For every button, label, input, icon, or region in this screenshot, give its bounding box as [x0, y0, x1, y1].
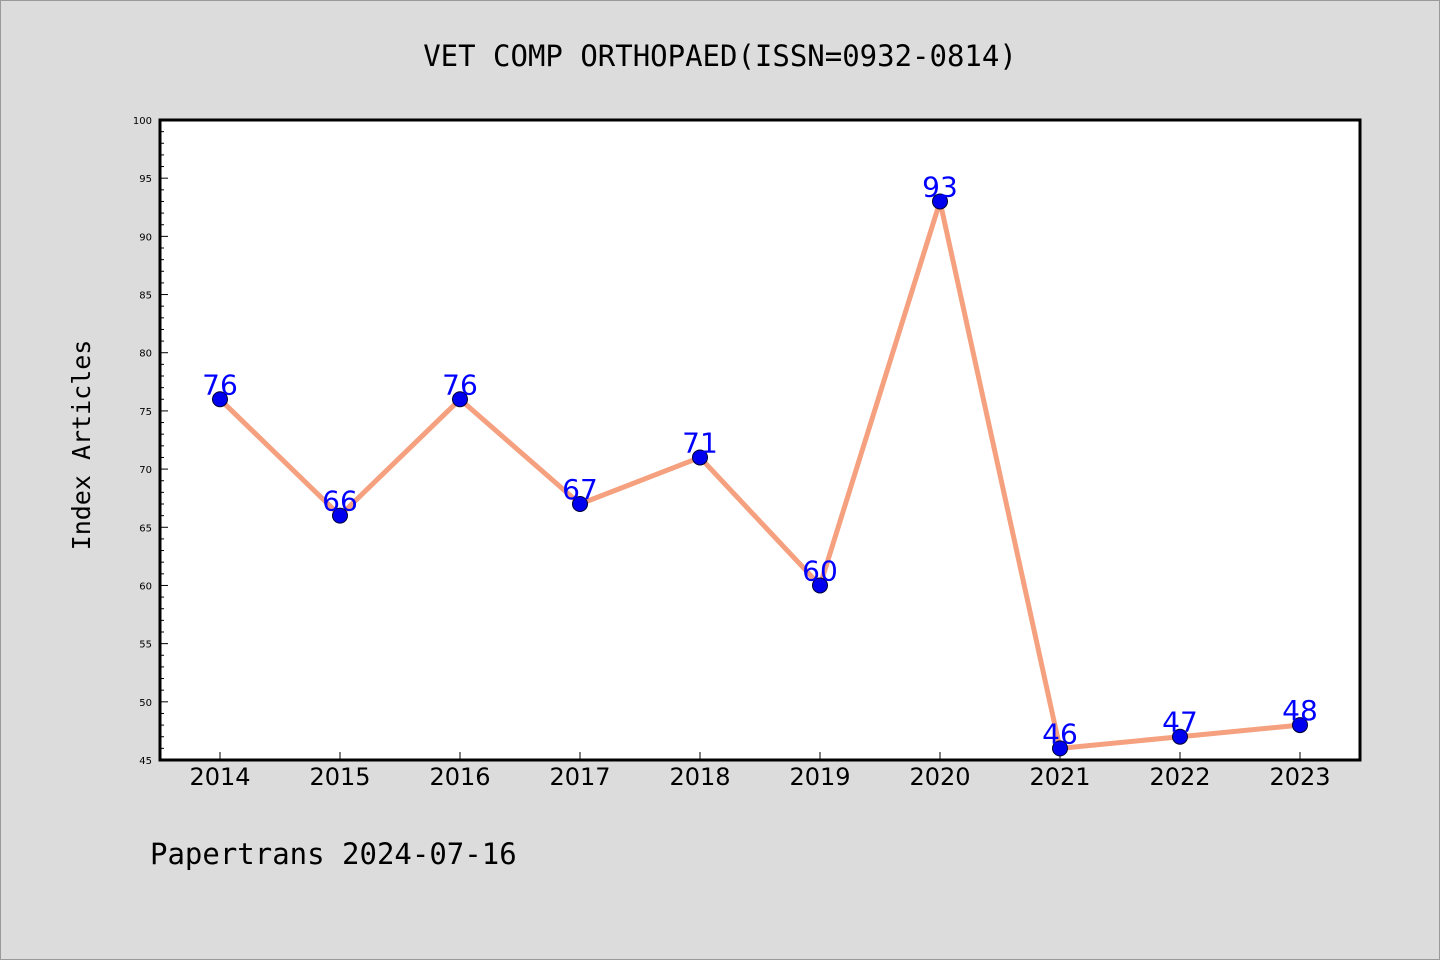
- y-tick-label: 65: [139, 523, 152, 534]
- x-tick-label: 2022: [1149, 763, 1210, 791]
- x-tick-label: 2017: [549, 763, 610, 791]
- y-tick-label: 85: [139, 291, 152, 302]
- series-markers: [212, 193, 1308, 757]
- data-label: 76: [442, 368, 478, 401]
- y-axis-label: Index Articles: [67, 340, 96, 551]
- data-label: 47: [1162, 706, 1198, 739]
- x-tick-label: 2016: [429, 763, 490, 791]
- data-label: 46: [1042, 717, 1078, 750]
- data-point: [1172, 728, 1188, 745]
- x-tick-label: 2023: [1269, 763, 1330, 791]
- data-label: 67: [562, 473, 598, 506]
- data-point: [812, 577, 828, 594]
- y-tick-label: 80: [139, 349, 152, 360]
- data-label: 48: [1282, 694, 1318, 727]
- series-line: [218, 198, 1301, 751]
- data-labels: 76 66 76 67 71 60 93 46 47 48: [202, 170, 1318, 750]
- y-axis-ticks: 45 50 55 60 65 70 75 80 85 90 95 100: [133, 116, 168, 767]
- y-tick-label: 75: [139, 407, 152, 418]
- data-point: [572, 496, 588, 512]
- data-label: 66: [322, 485, 358, 518]
- data-point: [1052, 740, 1068, 757]
- y-tick-label: 95: [139, 174, 152, 185]
- y-tick-label: 55: [139, 640, 152, 651]
- data-point: [332, 507, 348, 524]
- data-point: [932, 193, 948, 210]
- data-label: 71: [682, 426, 718, 459]
- y-tick-label: 100: [133, 116, 152, 127]
- x-tick-label: 2015: [309, 763, 370, 791]
- x-axis-ticks: 2014 2015 2016 2017 2018 2019 2020 2021 2022 2023: [189, 752, 1331, 791]
- y-tick-label: 70: [139, 465, 152, 476]
- series-polyline: [218, 198, 1301, 751]
- plot-area: [158, 118, 1362, 762]
- data-point: [212, 391, 228, 408]
- x-tick-label: 2018: [669, 763, 730, 791]
- x-tick-label: 2019: [789, 763, 850, 791]
- footer-credit: Papertrans 2024-07-16: [150, 837, 517, 871]
- data-point: [452, 391, 468, 408]
- data-label: 93: [922, 170, 958, 203]
- y-tick-label: 50: [139, 698, 152, 709]
- data-label: 76: [202, 368, 238, 401]
- data-label: 60: [802, 554, 838, 587]
- x-tick-label: 2014: [189, 763, 250, 791]
- data-point: [692, 449, 708, 466]
- y-tick-label: 60: [139, 581, 152, 592]
- chart-title: VET COMP ORTHOPAED(ISSN=0932-0814): [423, 39, 1017, 73]
- y-tick-label: 90: [139, 232, 152, 243]
- x-tick-label: 2021: [1029, 763, 1090, 791]
- y-tick-label: 45: [139, 756, 152, 767]
- data-point: [1292, 717, 1308, 734]
- x-tick-label: 2020: [909, 763, 970, 791]
